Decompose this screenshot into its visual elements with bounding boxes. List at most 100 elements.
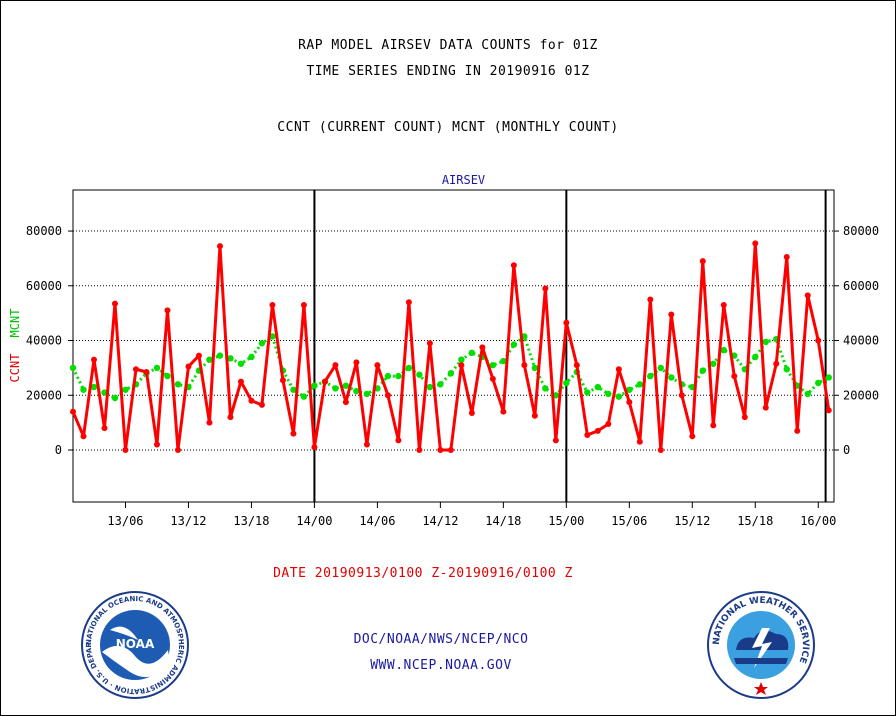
ccnt-point xyxy=(489,375,496,382)
date-range-label: DATE 20190913/0100 Z-20190916/0100 Z xyxy=(273,566,573,581)
ccnt-point xyxy=(510,262,517,269)
ccnt-point xyxy=(626,399,633,406)
ccnt-point xyxy=(468,410,475,417)
mcnt-point xyxy=(363,390,371,398)
y-tick-label-left: 40000 xyxy=(26,334,62,348)
mcnt-point xyxy=(237,360,245,367)
mcnt-point xyxy=(164,372,171,380)
ccnt-point xyxy=(227,414,234,421)
mcnt-point xyxy=(311,382,318,389)
ccnt-point xyxy=(153,441,160,448)
ccnt-point xyxy=(290,430,297,437)
ccnt-point xyxy=(521,362,528,369)
ccnt-point xyxy=(195,352,202,359)
ccnt-point xyxy=(111,300,118,307)
ccnt-point xyxy=(426,340,433,347)
ccnt-point xyxy=(437,447,444,453)
nws-logo-icon: NATIONAL WEATHER SERVICE xyxy=(707,591,815,699)
ccnt-point xyxy=(552,437,559,444)
ccnt-point xyxy=(332,362,339,369)
y-tick-label-right: 60000 xyxy=(843,279,879,293)
ccnt-point xyxy=(80,433,87,440)
ccnt-point xyxy=(815,337,822,344)
mcnt-point xyxy=(762,338,769,346)
ccnt-point xyxy=(216,243,223,250)
mcnt-point xyxy=(489,361,497,369)
ccnt-point xyxy=(185,363,192,370)
y-tick-label-left: 0 xyxy=(55,443,62,457)
mcnt-point xyxy=(720,346,727,354)
chart-subtitle: CCNT (CURRENT COUNT) MCNT (MONTHLY COUNT… xyxy=(277,120,619,135)
x-tick-label: 16/00 xyxy=(800,514,836,528)
ccnt-point xyxy=(647,296,654,303)
chart-title-line2: TIME SERIES ENDING IN 20190916 01Z xyxy=(306,64,590,79)
ccnt-point xyxy=(447,447,454,453)
mcnt-point xyxy=(258,340,266,347)
y-tick-label-right: 40000 xyxy=(843,334,879,348)
mcnt-point xyxy=(531,364,539,372)
ccnt-point xyxy=(594,427,601,434)
ccnt-point xyxy=(752,240,759,247)
x-tick-label: 15/18 xyxy=(737,514,773,528)
ccnt-point xyxy=(699,258,706,265)
ccnt-point xyxy=(122,447,129,453)
noaa-wordmark: NOAA xyxy=(116,637,155,651)
ccnt-point xyxy=(825,407,832,414)
ccnt-point xyxy=(237,378,244,385)
mcnt-point xyxy=(80,386,87,393)
ccnt-point xyxy=(342,399,349,406)
ccnt-point xyxy=(584,431,591,438)
ccnt-point xyxy=(416,447,423,453)
x-tick-label: 13/06 xyxy=(107,514,143,528)
x-tick-label: 15/00 xyxy=(548,514,584,528)
ccnt-point xyxy=(689,433,696,440)
ccnt-point xyxy=(101,425,108,432)
mcnt-point xyxy=(510,341,518,348)
ccnt-point xyxy=(174,447,181,453)
ccnt-point xyxy=(353,359,360,366)
mcnt-point xyxy=(468,349,476,357)
y-tick-label-right: 80000 xyxy=(843,224,879,238)
mcnt-point xyxy=(783,366,790,373)
ccnt-point xyxy=(143,369,150,375)
mcnt-point xyxy=(69,364,77,372)
mcnt-point xyxy=(615,393,623,400)
mcnt-point xyxy=(458,356,465,363)
ccnt-point xyxy=(710,422,717,429)
ccnt-point xyxy=(321,378,328,385)
ccnt-point xyxy=(783,254,790,261)
ccnt-point xyxy=(794,427,801,434)
mcnt-point xyxy=(153,364,161,372)
ccnt-point xyxy=(395,437,402,444)
y-tick-label-left: 80000 xyxy=(26,224,62,238)
mcnt-point xyxy=(332,385,339,392)
mcnt-point xyxy=(227,355,234,362)
mcnt-point xyxy=(248,353,255,361)
mcnt-point xyxy=(216,352,224,359)
ccnt-point xyxy=(132,366,139,373)
y-axis-label-mcnt: MCNT xyxy=(8,309,22,338)
mcnt-point xyxy=(395,372,402,380)
x-tick-label: 14/12 xyxy=(422,514,458,528)
ccnt-point xyxy=(90,356,97,363)
mcnt-point xyxy=(437,381,444,388)
x-tick-label: 15/06 xyxy=(611,514,647,528)
ccnt-point xyxy=(269,301,276,308)
y-tick-label-left: 60000 xyxy=(26,279,62,293)
ccnt-point xyxy=(762,404,769,411)
y-tick-label-right: 0 xyxy=(843,443,850,457)
ccnt-point xyxy=(363,441,370,448)
ccnt-point xyxy=(279,377,286,384)
ccnt-point xyxy=(563,319,570,326)
credit-url[interactable]: WWW.NCEP.NOAA.GOV xyxy=(370,658,512,673)
ccnt-point xyxy=(657,447,664,453)
mcnt-point xyxy=(269,333,276,340)
mcnt-point xyxy=(657,364,665,372)
mcnt-point xyxy=(752,353,759,361)
mcnt-point xyxy=(416,371,423,378)
x-tick-label: 13/12 xyxy=(170,514,206,528)
ccnt-point xyxy=(668,311,675,318)
ccnt-point xyxy=(248,397,255,404)
mcnt-point xyxy=(405,364,413,372)
